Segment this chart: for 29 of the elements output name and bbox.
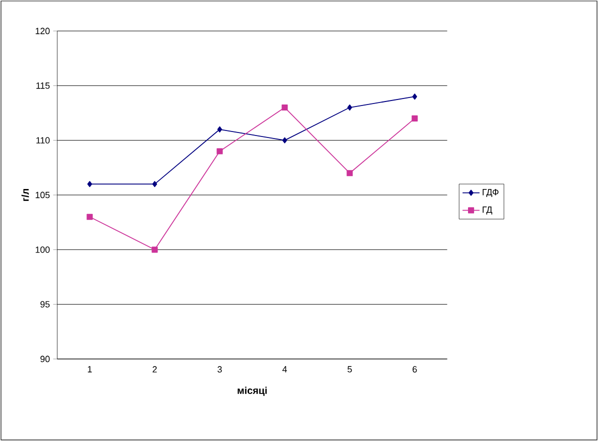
legend-label: ГДФ [482, 189, 498, 198]
y-tick-label: 90 [40, 356, 50, 362]
x-axis-title: місяці [238, 386, 267, 396]
y-axis-title: г/л [21, 189, 29, 201]
point [346, 170, 353, 176]
x-tick-label: 3 [218, 366, 222, 373]
point [347, 104, 352, 111]
x-tick-label: 2 [152, 366, 157, 372]
point [282, 137, 288, 144]
point [217, 126, 222, 132]
y-tick-label: 95 [40, 301, 50, 308]
point [282, 104, 288, 111]
point [86, 214, 93, 220]
y-tick-label: 120 [36, 28, 50, 34]
y-tick-label: 105 [36, 192, 50, 198]
x-tick-label: 1 [88, 366, 92, 372]
point [87, 181, 92, 188]
y-tick-label: 110 [36, 137, 50, 144]
x-tick-label: 6 [412, 366, 417, 373]
legend-label: ГД [482, 206, 492, 215]
point [216, 148, 223, 154]
point [152, 246, 158, 253]
point [152, 181, 158, 188]
point [412, 115, 418, 122]
y-tick-label: 100 [36, 246, 50, 253]
y-tick-label: 115 [36, 82, 50, 89]
x-tick-label: 5 [348, 366, 352, 372]
point [412, 94, 418, 100]
x-tick-label: 4 [282, 366, 287, 372]
